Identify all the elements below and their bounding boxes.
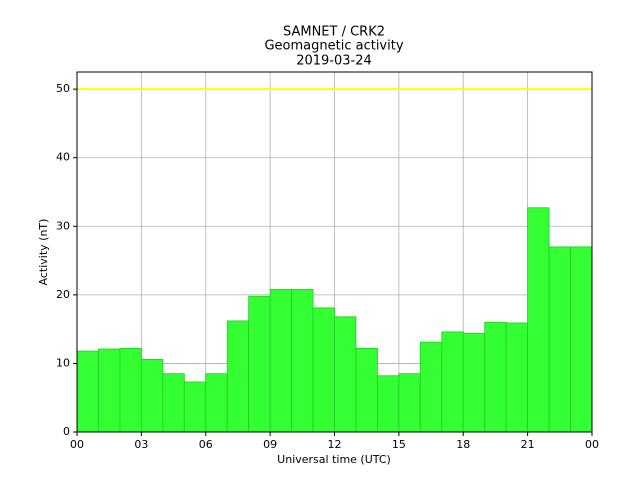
bar: [355, 347, 378, 433]
bar: [419, 341, 443, 433]
y-tick-label: 10: [56, 356, 70, 369]
bar: [312, 307, 335, 433]
x-tick-label: 06: [199, 438, 213, 451]
x-tick-label: 03: [134, 438, 148, 451]
bar: [334, 316, 357, 433]
y-tick-label: 30: [56, 219, 70, 232]
y-axis-label: Activity (nT): [37, 219, 50, 286]
y-tick-label: 50: [56, 82, 70, 95]
bar: [205, 373, 228, 433]
bar: [248, 295, 271, 433]
x-axis-label: Universal time (UTC): [277, 453, 391, 466]
chart-date: 2019-03-24: [296, 54, 372, 69]
bar: [527, 207, 550, 433]
bar: [484, 321, 507, 433]
x-tick-label: 12: [328, 438, 342, 451]
bar: [226, 320, 250, 433]
bar: [98, 348, 121, 433]
x-tick-label: 21: [521, 438, 535, 451]
bar: [398, 373, 421, 433]
bar: [162, 373, 185, 433]
bar: [140, 358, 164, 433]
bar: [441, 331, 464, 433]
x-tick-label: 00: [585, 438, 599, 451]
bar: [505, 322, 529, 433]
x-tick-label: 18: [456, 438, 470, 451]
bar: [548, 246, 571, 433]
bar: [462, 332, 486, 433]
y-tick-label: 0: [63, 425, 70, 438]
bar: [269, 288, 292, 433]
bar: [119, 347, 142, 433]
bar: [570, 246, 593, 433]
x-tick-label: 09: [263, 438, 277, 451]
chart-title: SAMNET / CRK2: [283, 25, 385, 40]
bar: [377, 375, 400, 433]
y-tick-label: 20: [56, 288, 70, 301]
chart-subtitle: Geomagnetic activity: [264, 39, 403, 54]
x-tick-label: 15: [392, 438, 406, 451]
bar: [76, 350, 99, 433]
bar: [291, 288, 314, 433]
x-tick-label: 00: [70, 438, 84, 451]
y-tick-label: 40: [56, 151, 70, 164]
bar: [183, 381, 207, 433]
